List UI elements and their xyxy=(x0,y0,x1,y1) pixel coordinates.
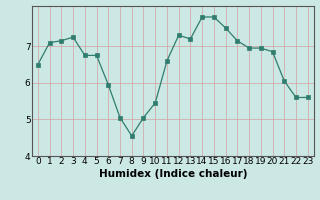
X-axis label: Humidex (Indice chaleur): Humidex (Indice chaleur) xyxy=(99,169,247,179)
